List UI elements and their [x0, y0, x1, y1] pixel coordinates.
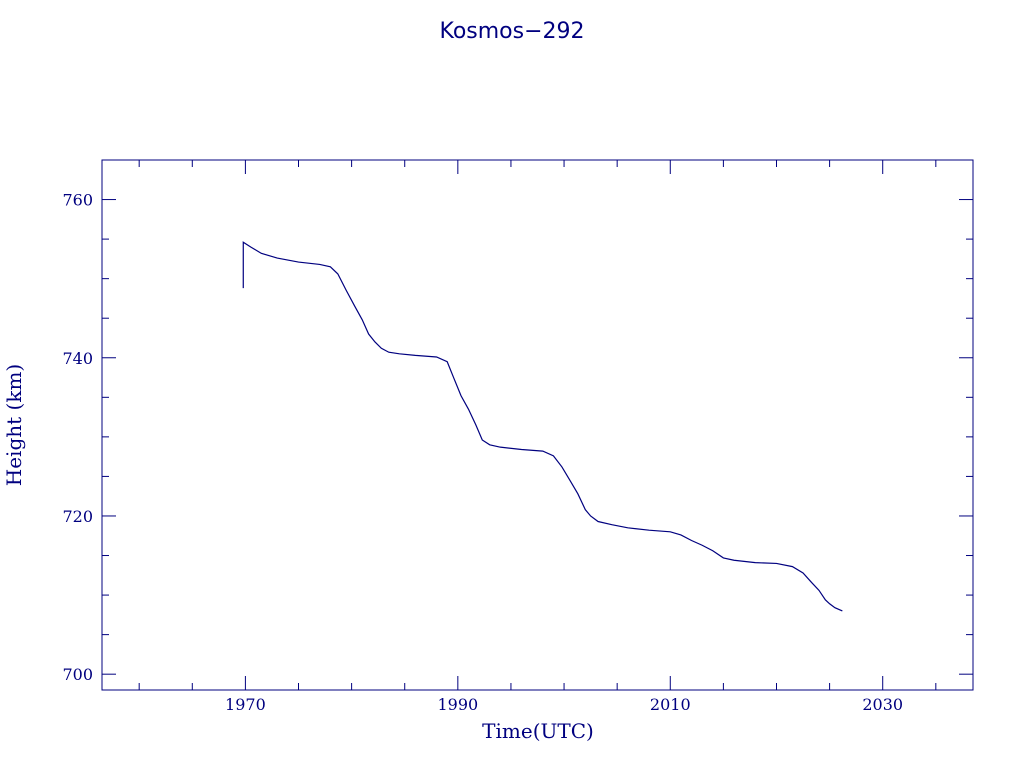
y-tick-label: 700	[62, 665, 93, 684]
plot-frame	[101, 159, 974, 691]
y-tick-label: 760	[62, 191, 93, 210]
x-axis-label: Time(UTC)	[482, 719, 594, 743]
x-tick-label: 2030	[862, 695, 903, 714]
tick-labels: 1970 1990 2010 2030 700 720 740 760	[62, 191, 903, 714]
axis-ticks	[102, 159, 973, 690]
y-tick-label: 740	[62, 349, 93, 368]
x-tick-label: 2010	[650, 695, 691, 714]
chart-title: Kosmos−292	[439, 19, 584, 44]
y-axis-label: Height (km)	[2, 364, 26, 486]
x-tick-label: 1990	[437, 695, 478, 714]
y-tick-label: 720	[62, 507, 93, 526]
x-tick-label: 1970	[225, 695, 266, 714]
series-line	[242, 241, 843, 612]
